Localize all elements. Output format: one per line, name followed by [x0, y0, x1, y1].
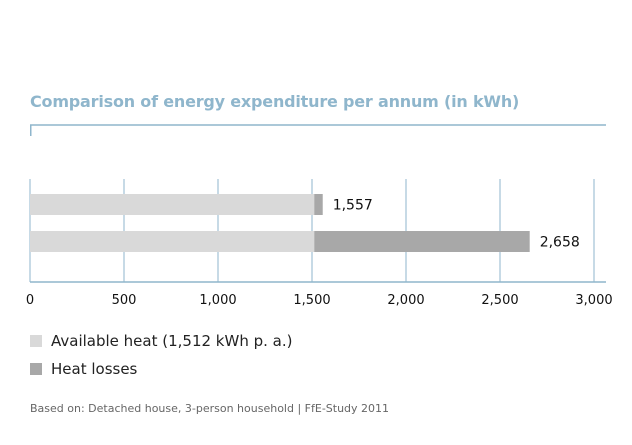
legend-label-available-heat: Available heat (1,512 kWh p. a.) — [51, 332, 293, 350]
legend-item-heat-losses: Heat losses — [30, 359, 137, 379]
x-tick-label-4: 2,000 — [387, 293, 424, 308]
bar-available-heat-1 — [30, 231, 315, 252]
source-note: Based on: Detached house, 3-person house… — [30, 402, 390, 415]
chart-title: Comparison of energy expenditure per ann… — [30, 92, 520, 111]
legend-swatch-heat-losses — [30, 363, 42, 375]
bar-heat-losses-0 — [314, 194, 323, 215]
x-tick-label-2: 1,000 — [199, 293, 236, 308]
legend-item-available-heat: Available heat (1,512 kWh p. a.) — [30, 331, 292, 351]
x-tick-label-3: 1,500 — [293, 293, 330, 308]
x-tick-label-5: 2,500 — [481, 293, 518, 308]
bar-available-heat-0 — [30, 194, 315, 215]
x-tick-label-0: 0 — [26, 293, 34, 308]
x-tick-label-1: 500 — [112, 293, 137, 308]
value-label-1: 2,658 — [540, 235, 580, 251]
value-label-0: 1,557 — [333, 198, 373, 214]
legend-label-heat-losses: Heat losses — [51, 360, 138, 378]
bar-heat-losses-1 — [314, 231, 530, 252]
legend-swatch-available-heat — [30, 335, 42, 347]
x-tick-label-6: 3,000 — [575, 293, 612, 308]
